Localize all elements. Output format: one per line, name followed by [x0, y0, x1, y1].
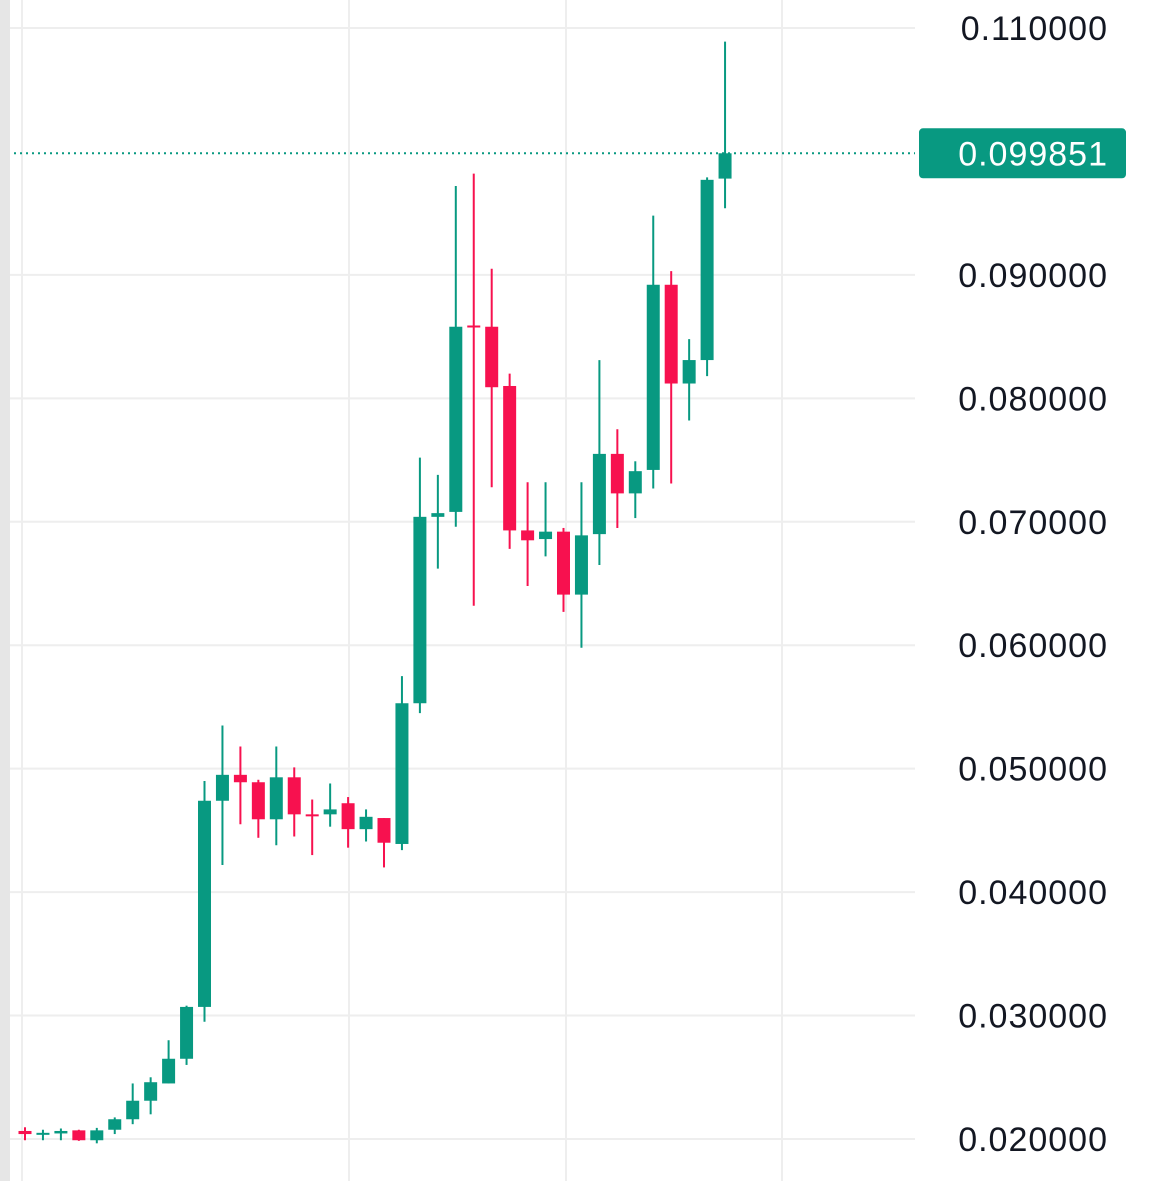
candle [592, 360, 606, 565]
candle [18, 1127, 32, 1141]
candle-body [718, 153, 732, 179]
candle [90, 1127, 104, 1144]
candle [377, 818, 391, 868]
candle-body [144, 1082, 158, 1101]
candle-body [574, 535, 588, 595]
candle [521, 482, 535, 586]
candle [485, 268, 499, 488]
candle-body [682, 360, 696, 384]
candle [269, 746, 283, 846]
candle [431, 474, 445, 569]
candle-body [592, 453, 606, 535]
candle [180, 1005, 194, 1065]
y-tick-label: 0.040000 [958, 874, 1108, 912]
candle-body [664, 284, 678, 384]
candle [718, 41, 732, 209]
candle-body [72, 1130, 86, 1141]
candle-body [377, 818, 391, 843]
candle [233, 746, 247, 825]
candle [574, 482, 588, 648]
candles [18, 41, 732, 1144]
y-tick-label: 0.020000 [958, 1121, 1108, 1159]
candle [144, 1077, 158, 1115]
y-tick-label: 0.070000 [958, 504, 1108, 542]
candle [539, 482, 553, 557]
candle [700, 177, 714, 377]
candle [395, 676, 409, 851]
candle-body [413, 516, 427, 704]
candle-body [323, 809, 337, 815]
candle-body [485, 326, 499, 388]
candle-body [215, 774, 229, 801]
grid-lines [10, 0, 915, 1181]
candle [682, 339, 696, 421]
candle [610, 429, 624, 528]
y-tick-label: 0.060000 [958, 627, 1108, 665]
candle-body [126, 1100, 140, 1120]
candle [108, 1117, 122, 1135]
candle [287, 767, 301, 837]
candle-body [610, 453, 624, 494]
candle [54, 1128, 68, 1141]
candle-body [341, 803, 355, 830]
candle [467, 173, 481, 606]
candle-body [503, 385, 517, 531]
candle-body [521, 530, 535, 541]
candle-body [18, 1130, 32, 1135]
candle [413, 457, 427, 714]
candle [198, 781, 211, 1022]
candle [126, 1083, 140, 1125]
candle-body [90, 1130, 104, 1141]
candle [359, 809, 373, 842]
candle-body [36, 1132, 50, 1135]
candle [323, 783, 337, 827]
candle-body [395, 703, 409, 844]
candle [628, 461, 642, 519]
candle [36, 1129, 50, 1141]
candle-body [359, 816, 373, 830]
candle-body [700, 179, 714, 361]
y-tick-label: 0.030000 [958, 998, 1108, 1036]
candle [305, 799, 319, 856]
candle [646, 215, 660, 489]
last-price-label: 0.099851 [958, 135, 1108, 173]
candle-body [646, 284, 660, 470]
candle [251, 779, 265, 838]
candle-body [287, 777, 301, 815]
candle-body [198, 800, 211, 1007]
candle [72, 1129, 86, 1141]
y-tick-label: 0.090000 [958, 257, 1108, 295]
candle [449, 186, 463, 527]
candle-body [628, 471, 642, 494]
candle-body [431, 513, 445, 517]
candle-body [180, 1006, 194, 1059]
candle-body [305, 814, 319, 817]
candle-body [251, 782, 265, 820]
candle-body [467, 325, 481, 328]
price-axis: 0.110000 0.090000 0.080000 0.070000 0.060000… [958, 10, 1108, 1159]
last-price-label-box [919, 128, 1126, 179]
candle-body [269, 777, 283, 820]
candle-body [557, 531, 570, 595]
candle [215, 725, 229, 865]
chart-left-border [0, 0, 10, 1181]
candle [503, 373, 517, 549]
candle [162, 1040, 176, 1084]
candle-body [54, 1130, 68, 1134]
y-tick-label: 0.050000 [958, 751, 1108, 789]
candle [557, 527, 570, 612]
candle-body [108, 1119, 122, 1130]
candle-body [449, 326, 463, 512]
candle [664, 271, 678, 484]
last-price-label-group: 0.099851 [919, 128, 1126, 179]
y-tick-label: 0.110000 [961, 10, 1108, 48]
candle-body [539, 531, 553, 540]
y-tick-label: 0.080000 [958, 380, 1108, 418]
candle-body [233, 774, 247, 783]
candle-body [162, 1058, 176, 1084]
candle [341, 797, 355, 848]
